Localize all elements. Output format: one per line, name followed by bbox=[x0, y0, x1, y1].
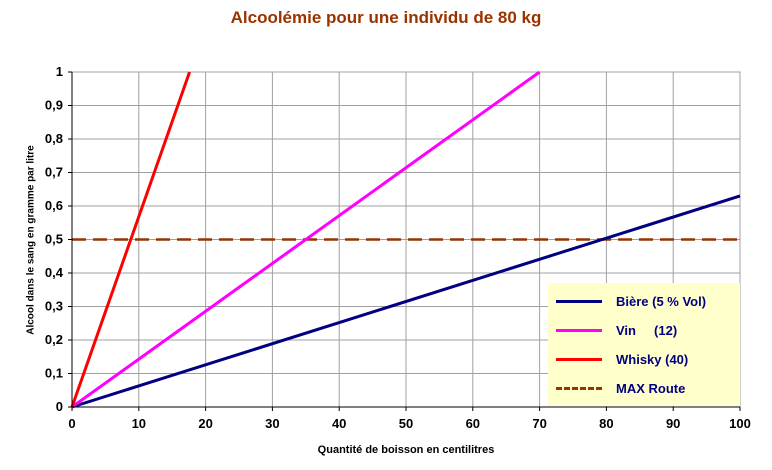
tick-labels: 0 10 20 30 40 50 60 70 80 90 100 0 0,1 0,2 0,3 0,4 0,5 0,… bbox=[45, 64, 751, 431]
y-tick-label: 0,5 bbox=[45, 232, 63, 247]
legend-item-max-route: MAX Route bbox=[556, 378, 685, 398]
x-tick-label: 0 bbox=[68, 416, 75, 431]
x-tick-label: 80 bbox=[599, 416, 613, 431]
y-tick-label: 0,4 bbox=[45, 265, 64, 280]
y-tick-label: 0,6 bbox=[45, 198, 63, 213]
legend-swatch-max-route bbox=[556, 386, 602, 390]
legend-label-max-route: MAX Route bbox=[616, 380, 686, 396]
legend-swatch-whisky bbox=[556, 357, 602, 361]
legend-label-whisky: Whisky (40) bbox=[616, 351, 689, 367]
legend: Bière (5 % Vol) Vin (12) Whisky (40) MAX… bbox=[548, 283, 740, 406]
legend-item-whisky: Whisky (40) bbox=[556, 349, 688, 369]
axes bbox=[68, 71, 741, 411]
y-tick-label: 0,8 bbox=[45, 131, 63, 146]
legend-label-vin: Vin (12) bbox=[616, 322, 678, 338]
legend-swatch-vin bbox=[556, 328, 602, 332]
y-tick-label: 0,2 bbox=[45, 332, 63, 347]
x-tick-label: 30 bbox=[265, 416, 279, 431]
legend-swatch-biere bbox=[556, 299, 602, 303]
legend-item-biere: Bière (5 % Vol) bbox=[556, 291, 706, 311]
legend-label-biere: Bière (5 % Vol) bbox=[616, 293, 707, 309]
series-line-2 bbox=[70, 71, 191, 408]
y-tick-label: 0 bbox=[56, 399, 63, 414]
y-tick-label: 0,7 bbox=[45, 165, 63, 180]
x-tick-label: 70 bbox=[532, 416, 546, 431]
y-tick-label: 0,9 bbox=[45, 98, 63, 113]
x-tick-label: 20 bbox=[198, 416, 212, 431]
y-tick-label: 0,1 bbox=[45, 366, 63, 381]
x-tick-label: 90 bbox=[666, 416, 680, 431]
x-axis-label: Quantité de boisson en centilitres bbox=[317, 444, 495, 456]
y-tick-label: 1 bbox=[56, 64, 63, 79]
x-tick-label: 50 bbox=[399, 416, 413, 431]
series-lines bbox=[70, 70, 741, 409]
series-line-0 bbox=[71, 194, 741, 409]
chart-title: Alcoolémie pour une individu de 80 kg bbox=[230, 8, 542, 27]
x-tick-label: 40 bbox=[332, 416, 346, 431]
x-tick-label: 10 bbox=[132, 416, 146, 431]
series-line-1 bbox=[71, 70, 541, 409]
y-axis-label: Alcool dans le sang en gramme par litre bbox=[25, 145, 37, 335]
x-tick-label: 100 bbox=[729, 416, 751, 431]
legend-item-vin: Vin (12) bbox=[556, 320, 677, 340]
y-tick-label: 0,3 bbox=[45, 299, 63, 314]
x-tick-label: 60 bbox=[466, 416, 480, 431]
